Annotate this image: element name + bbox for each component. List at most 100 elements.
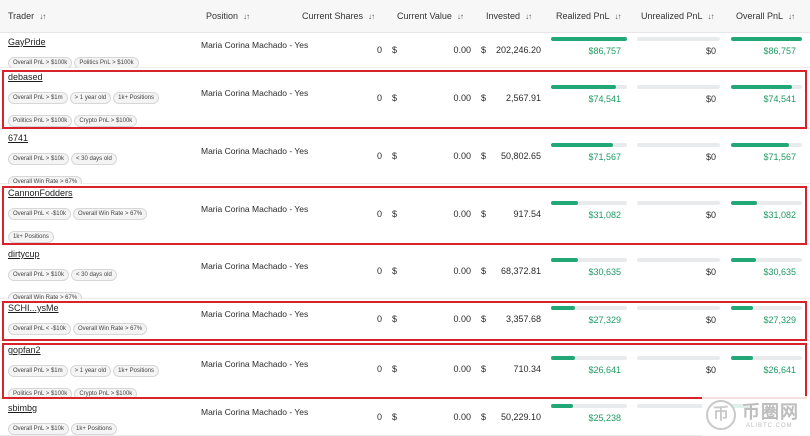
realized-pnl-bar [551,37,627,41]
currency-symbol: $ [481,93,487,103]
currency-symbol: $ [392,364,398,374]
trader-name-link[interactable]: sbimbg [8,403,38,413]
currency-symbol: $ [481,412,487,422]
realized-pnl-bar [551,404,627,408]
trader-name-link[interactable]: SCHI...ysMe [8,303,59,313]
invested-amount: 68,372.81 [500,266,541,276]
invested-amount: 710.34 [513,364,541,374]
trader-tag-badge: > 1 year old [69,92,112,104]
realized-pnl-amount: $25,238 [588,413,621,423]
overall-pnl-amount: $27,329 [763,315,796,325]
column-header-current-value[interactable]: Current Value ↓↑ [397,0,464,33]
realized-pnl-amount: $30,635 [588,267,621,277]
unrealized-pnl-bar [637,143,720,147]
trader-name-link[interactable]: 6741 [8,133,29,143]
column-header-realized-pnl[interactable]: Realized PnL ↓↑ [556,0,622,33]
sort-arrows-icon[interactable]: ↓↑ [243,12,250,21]
overall-pnl-bar [731,356,802,360]
currency-symbol: $ [392,151,398,161]
table-row[interactable]: gopfan2 Overall PnL > $1m > 1 year old 1k+ … [0,341,810,400]
table-row[interactable]: debased Overall PnL > $1m > 1 year old 1k+ … [0,68,810,129]
column-header-unrealized-pnl[interactable]: Unrealized PnL ↓↑ [641,0,715,33]
overall-pnl-bar-fill [731,258,756,262]
overall-pnl-bar [731,306,802,310]
column-label: Position [206,11,239,21]
unrealized-pnl-amount: $0 [705,267,716,277]
column-header-current-shares[interactable]: Current Shares ↓↑ [302,0,375,33]
unrealized-pnl-bar [637,85,720,89]
currency-symbol: $ [392,45,398,55]
position-label: Maria Corina Machado - Yes [201,40,309,50]
overall-pnl-bar-fill [731,356,753,360]
table-row[interactable]: dirtycup Overall PnL > $10k < 30 days oldO… [0,245,810,304]
watermark-subtext: ALIBTC.COM [746,423,793,429]
current-shares-value: 0 [376,364,382,374]
sort-arrows-icon[interactable]: ↓↑ [707,12,715,21]
realized-pnl-bar-fill [551,201,579,205]
overall-pnl-amount: $86,757 [763,46,796,56]
trader-tag-badge: Overall Win Rate > 67% [72,323,148,335]
current-value-amount: 0.00 [453,93,471,103]
invested-amount: 202,246.20 [495,45,541,55]
unrealized-pnl-bar [637,356,720,360]
sort-arrows-icon[interactable]: ↓↑ [525,12,532,21]
trader-tag-badge: Crypto PnL > $100k [74,115,138,127]
position-label: Maria Corina Machado - Yes [201,261,309,271]
column-header-invested[interactable]: Invested ↓↑ [486,0,532,33]
sort-arrows-icon[interactable]: ↓↑ [456,12,464,21]
column-header-trader[interactable]: Trader ↓↑ [8,0,46,33]
currency-symbol: $ [481,364,487,374]
trader-name-link[interactable]: dirtycup [8,249,40,259]
overall-pnl-bar-fill [731,85,793,89]
sort-arrows-icon[interactable]: ↓↑ [788,12,795,21]
trader-tag-badge: Overall PnL > $1m [8,365,68,377]
current-value-amount: 0.00 [453,412,471,422]
currency-symbol: $ [481,209,487,219]
realized-pnl-bar [551,201,627,205]
trader-name-link[interactable]: CannonFodders [8,188,73,198]
table-row[interactable]: CannonFodders Overall PnL < -$10k Overall … [0,184,810,245]
unrealized-pnl-bar [637,201,720,205]
unrealized-pnl-amount: $0 [705,210,716,220]
overall-pnl-amount: $30,635 [763,267,796,277]
table-row[interactable]: GayPride Overall PnL > $100k Politics PnL … [0,33,810,69]
invested-amount: 3,357.68 [505,314,541,324]
trader-name-link[interactable]: debased [8,72,43,82]
watermark-text: 币圈网 [742,402,799,422]
column-label: Overall PnL [736,11,784,21]
trader-tag-badge: 1k+ Positions [113,92,160,104]
sort-arrows-icon[interactable]: ↓↑ [39,12,46,21]
realized-pnl-bar [551,258,627,262]
table-row[interactable]: SCHI...ysMe Overall PnL < -$10k Overall Wi… [0,299,810,341]
current-shares-value: 0 [376,151,382,161]
trader-tag-badge: Politics PnL > $100k [8,115,73,127]
table-row[interactable]: 6741 Overall PnL > $10k < 30 days oldOvera… [0,129,810,188]
currency-symbol: $ [481,314,487,324]
currency-symbol: $ [481,45,487,55]
currency-symbol: $ [481,266,487,276]
table-row[interactable]: sbimbg Overall PnL > $10k 1k+ Positions Mar… [0,399,810,436]
invested-amount: 50,802.65 [500,151,541,161]
trader-name-link[interactable]: GayPride [8,37,46,47]
column-label: Invested [486,11,521,21]
trader-name-link[interactable]: gopfan2 [8,345,41,355]
column-header-overall-pnl[interactable]: Overall PnL ↓↑ [736,0,795,33]
unrealized-pnl-bar [637,404,720,408]
invested-amount: 2,567.91 [505,93,541,103]
site-watermark: 币 币圈网 ALIBTC.COM [702,396,810,436]
trader-tag-badge: < 30 days old [70,269,117,281]
current-shares-value: 0 [376,266,382,276]
sort-arrows-icon[interactable]: ↓↑ [614,12,622,21]
column-header-position[interactable]: Position ↓↑ [206,0,250,33]
sort-arrows-icon[interactable]: ↓↑ [368,12,375,21]
trader-tags: Overall PnL > $10k 1k+ Positions [8,417,193,436]
current-value-amount: 0.00 [453,314,471,324]
overall-pnl-amount: $71,567 [763,152,796,162]
table-header: Trader ↓↑ Position ↓↑ Current Shares ↓↑ Cur… [0,0,810,33]
realized-pnl-amount: $74,541 [588,94,621,104]
trader-tag-badge: > 1 year old [69,365,112,377]
currency-symbol: $ [392,314,398,324]
realized-pnl-bar-fill [551,85,617,89]
unrealized-pnl-amount: $0 [705,152,716,162]
position-label: Maria Corina Machado - Yes [201,204,309,214]
